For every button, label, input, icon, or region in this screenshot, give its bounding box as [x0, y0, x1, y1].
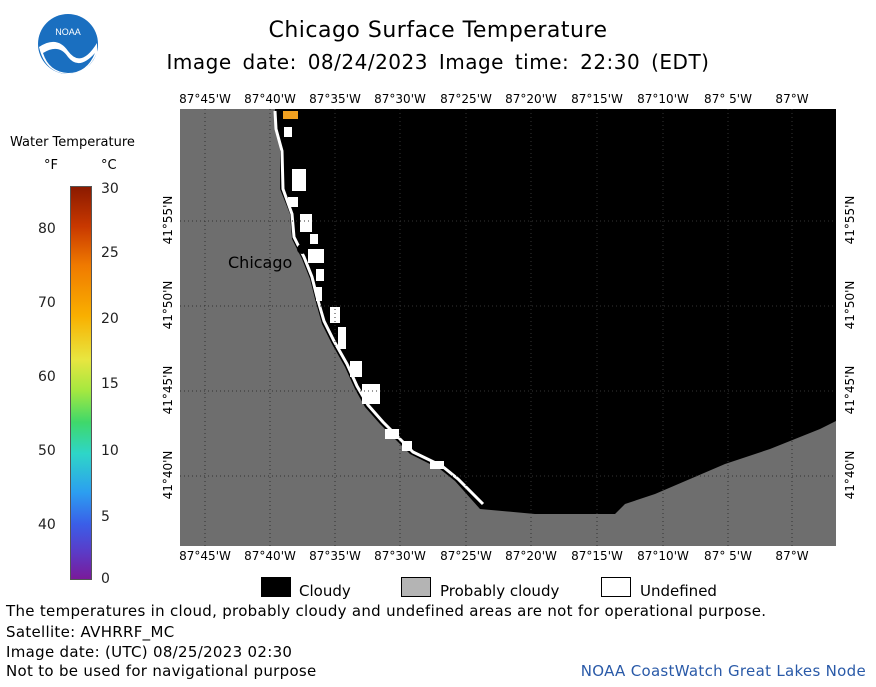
- unit-celsius: °C: [101, 158, 117, 173]
- navigation-disclaimer: Not to be used for navigational purpose: [6, 662, 317, 680]
- undefined-pixel: [430, 461, 444, 469]
- undefined-pixel: [300, 214, 312, 232]
- cloudy-label: Cloudy: [299, 582, 351, 600]
- unit-fahrenheit: °F: [44, 158, 58, 173]
- undefined-label: Undefined: [640, 582, 717, 600]
- longitude-label: 87°W: [775, 92, 809, 106]
- utc-date: Image date: (UTC) 08/25/2023 02:30: [6, 643, 293, 661]
- cloudy-swatch: [261, 577, 291, 597]
- latitude-label: 41°45'N: [161, 365, 175, 415]
- logo-text: NOAA: [55, 27, 81, 37]
- undefined-pixel: [362, 384, 380, 404]
- chicago-marker: [297, 244, 307, 254]
- longitude-label: 87°10'W: [637, 549, 689, 563]
- undefined-pixel: [330, 307, 340, 323]
- longitude-label: 87°20'W: [505, 92, 557, 106]
- longitude-label: 87°25'W: [440, 92, 492, 106]
- longitude-label: 87°W: [775, 549, 809, 563]
- longitude-label: 87°45'W: [179, 549, 231, 563]
- latitude-label: 41°40'N: [843, 450, 857, 500]
- undefined-pixel-blocks: [284, 127, 444, 469]
- fahrenheit-tick: 80: [38, 221, 56, 237]
- warm-temperature-pixel: [283, 111, 298, 119]
- probably-cloudy-label: Probably cloudy: [440, 582, 560, 600]
- longitude-label: 87°25'W: [440, 549, 492, 563]
- celsius-tick: 5: [101, 509, 110, 525]
- undefined-pixel: [288, 197, 298, 207]
- longitude-label: 87°20'W: [505, 549, 557, 563]
- satellite-info: Satellite: AVHRRF_MC: [6, 623, 175, 641]
- celsius-tick: 0: [101, 571, 110, 587]
- fahrenheit-tick: 40: [38, 517, 56, 533]
- temperature-color-scale: [70, 186, 92, 580]
- noaa-logo-icon: NOAA: [38, 14, 98, 75]
- map-canvas: [180, 109, 836, 546]
- undefined-pixel: [402, 441, 412, 451]
- undefined-pixel: [385, 429, 399, 439]
- longitude-label: 87°15'W: [571, 92, 623, 106]
- longitude-label: 87°45'W: [179, 92, 231, 106]
- longitude-label: 87°40'W: [244, 549, 296, 563]
- latitude-label: 41°50'N: [161, 280, 175, 330]
- undefined-pixel: [350, 361, 362, 377]
- credit-link[interactable]: NOAA CoastWatch Great Lakes Node: [580, 662, 866, 680]
- undefined-pixel: [338, 327, 346, 349]
- undefined-pixel: [310, 234, 318, 244]
- probably-cloudy-swatch: [401, 577, 431, 597]
- longitude-label: 87°10'W: [637, 92, 689, 106]
- fahrenheit-tick: 60: [38, 369, 56, 385]
- undefined-pixel: [316, 269, 324, 281]
- longitude-label: 87°15'W: [571, 549, 623, 563]
- celsius-tick: 10: [101, 443, 119, 459]
- undefined-pixel: [316, 287, 322, 301]
- undefined-swatch: [601, 577, 631, 597]
- longitude-label: 87°35'W: [309, 92, 361, 106]
- graticule-lines: [180, 109, 836, 546]
- undefined-pixel: [308, 249, 324, 263]
- longitude-label: 87°40'W: [244, 92, 296, 106]
- longitude-label: 87°30'W: [374, 92, 426, 106]
- celsius-tick: 20: [101, 311, 119, 327]
- land-area: [180, 109, 836, 546]
- page-title: Chicago Surface Temperature: [268, 18, 608, 43]
- undefined-pixel: [284, 127, 292, 137]
- city-label-chicago: Chicago: [228, 253, 293, 272]
- undefined-pixel: [292, 169, 306, 191]
- latitude-label: 41°55'N: [161, 195, 175, 245]
- celsius-tick: 30: [101, 181, 119, 197]
- longitude-label: 87°35'W: [309, 549, 361, 563]
- operational-note: The temperatures in cloud, probably clou…: [6, 602, 767, 620]
- longitude-label: 87° 5'W: [704, 549, 752, 563]
- surface-temperature-map: [180, 109, 836, 546]
- image-date-time: Image date: 08/24/2023 Image time: 22:30…: [166, 50, 710, 74]
- fahrenheit-tick: 50: [38, 443, 56, 459]
- fahrenheit-tick: 70: [38, 295, 56, 311]
- latitude-label: 41°50'N: [843, 280, 857, 330]
- longitude-label: 87° 5'W: [704, 92, 752, 106]
- latitude-label: 41°40'N: [161, 450, 175, 500]
- celsius-tick: 15: [101, 376, 119, 392]
- longitude-label: 87°30'W: [374, 549, 426, 563]
- latitude-label: 41°45'N: [843, 365, 857, 415]
- celsius-tick: 25: [101, 245, 119, 261]
- latitude-label: 41°55'N: [843, 195, 857, 245]
- legend-title: Water Temperature: [10, 135, 135, 150]
